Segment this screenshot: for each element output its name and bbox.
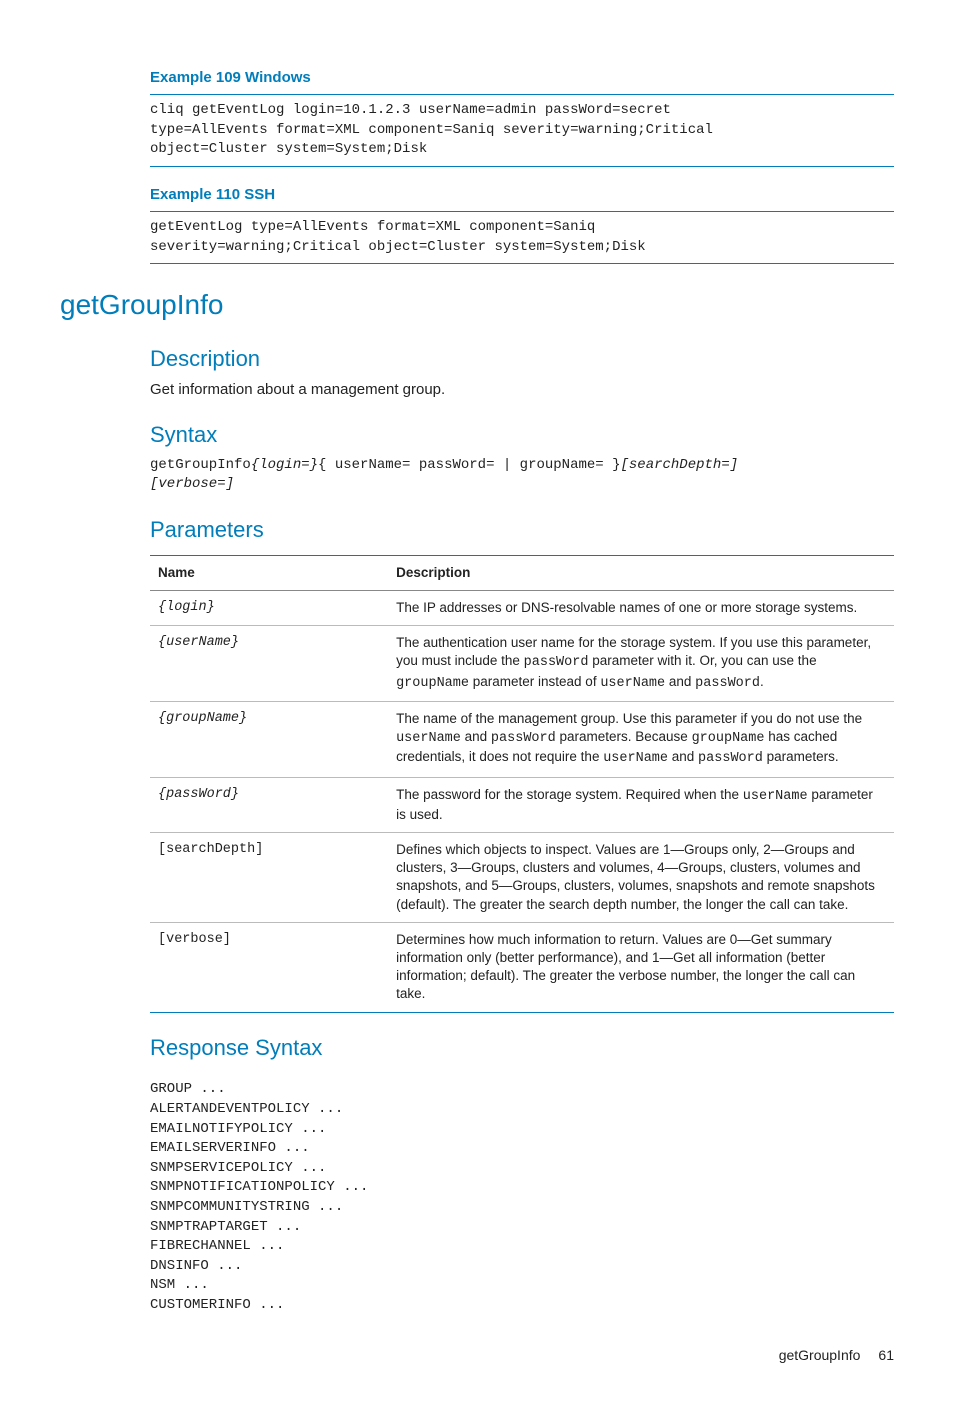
param-desc: Defines which objects to inspect. Values… <box>388 832 894 922</box>
param-header-desc: Description <box>388 555 894 590</box>
param-desc: The password for the storage system. Req… <box>388 777 894 832</box>
param-name: {passWord} <box>150 777 388 832</box>
syntax-heading: Syntax <box>150 420 894 450</box>
syntax-verbose: [verbose=] <box>150 476 234 492</box>
param-name: {userName} <box>150 626 388 702</box>
example-ssh-code: getEventLog type=AllEvents format=XML co… <box>150 211 894 264</box>
syntax-user-pw-group: { userName= passWord= | groupName= } <box>318 457 620 473</box>
description-text: Get information about a management group… <box>150 380 894 400</box>
table-row: {userName}The authentication user name f… <box>150 626 894 702</box>
syntax-login: {login=} <box>251 457 318 473</box>
command-title: getGroupInfo <box>60 286 894 324</box>
parameters-heading: Parameters <box>150 515 894 545</box>
example-ssh-title: Example 110 SSH <box>150 185 894 205</box>
table-row: [verbose]Determines how much information… <box>150 922 894 1012</box>
response-heading: Response Syntax <box>150 1033 894 1063</box>
param-name: {login} <box>150 590 388 625</box>
param-desc: The name of the management group. Use th… <box>388 701 894 777</box>
param-header-name: Name <box>150 555 388 590</box>
syntax-cmd: getGroupInfo <box>150 457 251 473</box>
param-desc: The IP addresses or DNS-resolvable names… <box>388 590 894 625</box>
syntax-searchdepth: [searchDepth=] <box>621 457 739 473</box>
table-row: {login}The IP addresses or DNS-resolvabl… <box>150 590 894 625</box>
param-name: [searchDepth] <box>150 832 388 922</box>
param-name: [verbose] <box>150 922 388 1012</box>
param-desc: Determines how much information to retur… <box>388 922 894 1012</box>
param-desc: The authentication user name for the sto… <box>388 626 894 702</box>
param-name: {groupName} <box>150 701 388 777</box>
table-row: [searchDepth]Defines which objects to in… <box>150 832 894 922</box>
syntax-line: getGroupInfo{login=}{ userName= passWord… <box>150 456 894 495</box>
example-windows-title: Example 109 Windows <box>150 68 894 88</box>
page-footer: getGroupInfo 61 <box>60 1346 894 1365</box>
example-windows-code: cliq getEventLog login=10.1.2.3 userName… <box>150 94 894 167</box>
footer-cmd: getGroupInfo <box>779 1347 861 1363</box>
table-row: {passWord}The password for the storage s… <box>150 777 894 832</box>
description-heading: Description <box>150 344 894 374</box>
table-row: {groupName}The name of the management gr… <box>150 701 894 777</box>
parameters-table: Name Description {login}The IP addresses… <box>150 555 894 1013</box>
footer-page: 61 <box>878 1347 894 1363</box>
response-block: GROUP ... ALERTANDEVENTPOLICY ... EMAILN… <box>150 1080 894 1315</box>
